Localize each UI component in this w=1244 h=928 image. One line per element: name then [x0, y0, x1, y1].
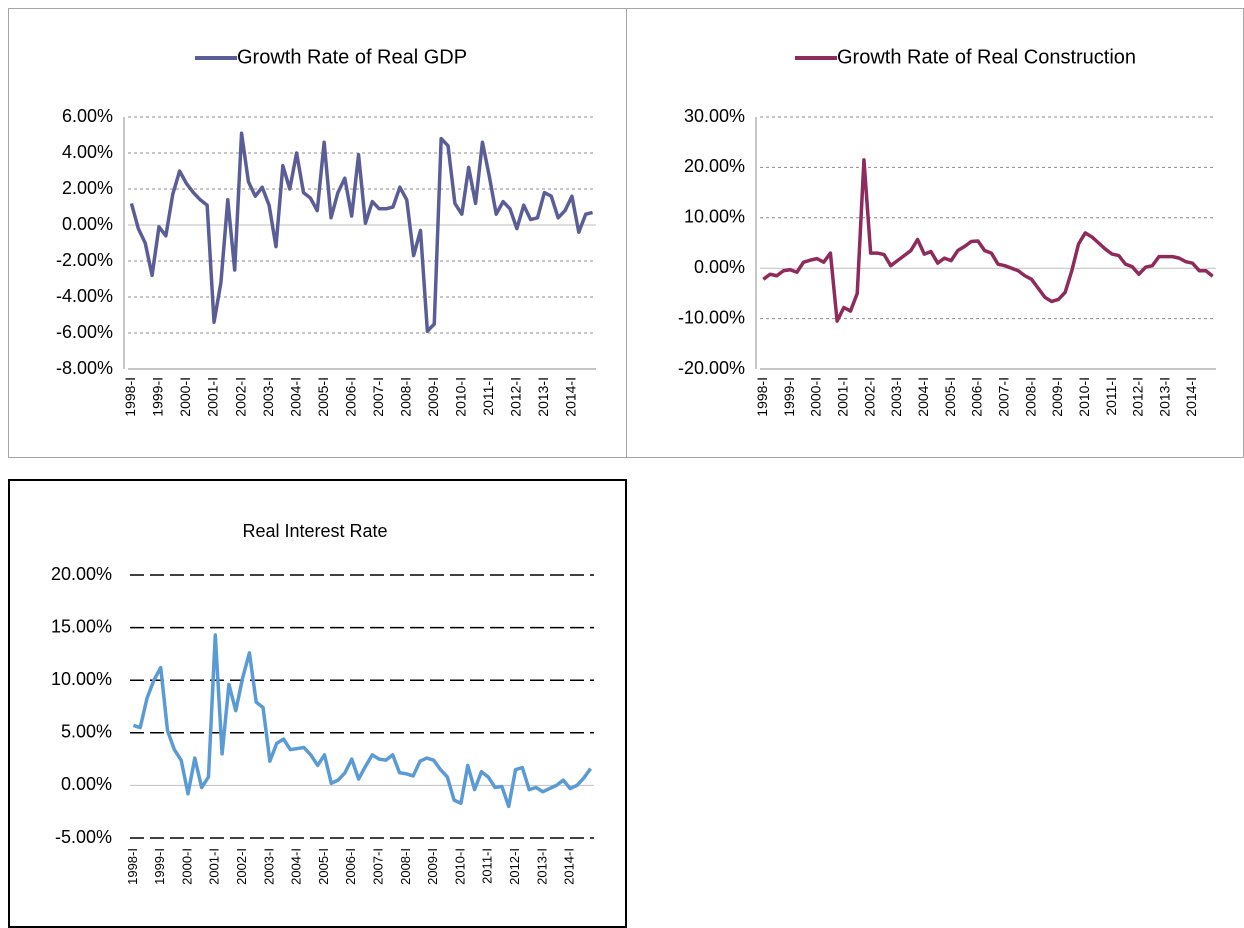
legend-label: Growth Rate of Real GDP — [237, 46, 467, 68]
series-line — [129, 131, 594, 333]
y-tick-label: 10.00% — [51, 669, 112, 689]
x-tick-label: 2002-I — [234, 848, 249, 885]
x-tick-label: 2006-I — [969, 377, 985, 417]
chart-title: Real Interest Rate — [242, 521, 387, 541]
x-tick-label: 2000-I — [177, 377, 193, 417]
x-tick-label: 2014-I — [1183, 377, 1199, 417]
y-tick-label: 2.00% — [62, 178, 113, 198]
y-tick-label: -8.00% — [56, 358, 113, 378]
x-tick-label: 2010-I — [452, 848, 467, 885]
x-tick-label: 2007-I — [370, 848, 385, 885]
x-tick-label: 1998-I — [125, 848, 140, 885]
x-tick-label: 2009-I — [425, 848, 440, 885]
x-tick-label: 1999-I — [150, 377, 166, 417]
x-tick-label: 2007-I — [370, 377, 386, 417]
x-tick-label: 1999-I — [152, 848, 167, 885]
y-tick-label: -6.00% — [56, 322, 113, 342]
x-tick-label: 2008-I — [398, 848, 413, 885]
x-tick-label: 2013-I — [535, 377, 551, 417]
y-tick-label: 6.00% — [62, 106, 113, 126]
x-tick-label: 2009-I — [425, 377, 441, 417]
y-tick-label: -20.00% — [678, 358, 745, 378]
x-tick-label: 2014-I — [563, 377, 579, 417]
series-line — [132, 633, 593, 809]
x-tick-label: 2005-I — [942, 377, 958, 417]
x-tick-label: 2012-I — [507, 848, 522, 885]
x-tick-label: 2013-I — [1156, 377, 1172, 417]
y-tick-label: -10.00% — [678, 307, 745, 327]
y-tick-label: 0.00% — [61, 774, 112, 794]
y-tick-label: -2.00% — [56, 250, 113, 270]
x-tick-label: 2001-I — [205, 377, 221, 417]
x-tick-label: 2008-I — [397, 377, 413, 417]
x-tick-label: 2006-I — [343, 848, 358, 885]
x-tick-label: 2003-I — [260, 377, 276, 417]
x-tick-label: 2005-I — [315, 377, 331, 417]
legend-label: Growth Rate of Real Construction — [837, 46, 1136, 68]
y-tick-label: 20.00% — [684, 156, 745, 176]
x-tick-label: 2011-I — [480, 848, 495, 884]
x-tick-label: 2000-I — [808, 377, 824, 417]
y-tick-label: 0.00% — [694, 257, 745, 277]
x-tick-label: 2011-I — [480, 377, 496, 416]
x-tick-label: 2002-I — [232, 377, 248, 417]
x-tick-label: 2002-I — [861, 377, 877, 417]
x-tick-label: 2012-I — [1130, 377, 1146, 417]
x-tick-label: 2000-I — [179, 848, 194, 885]
y-tick-label: 20.00% — [51, 564, 112, 584]
x-tick-label: 2014-I — [562, 848, 577, 885]
x-tick-label: 2010-I — [452, 377, 468, 417]
x-tick-label: 2011-I — [1103, 377, 1119, 416]
y-tick-label: 5.00% — [61, 722, 112, 742]
x-tick-label: 2004-I — [915, 377, 931, 417]
x-tick-label: 1998-I — [754, 377, 770, 417]
x-tick-label: 2006-I — [342, 377, 358, 417]
x-tick-label: 2008-I — [1022, 377, 1038, 417]
x-tick-label: 2001-I — [207, 848, 222, 885]
x-tick-label: 2004-I — [287, 377, 303, 417]
x-tick-label: 2003-I — [888, 377, 904, 417]
y-tick-label: 4.00% — [62, 142, 113, 162]
y-tick-label: -4.00% — [56, 286, 113, 306]
x-tick-label: 2013-I — [534, 848, 549, 885]
x-tick-label: 2009-I — [1049, 377, 1065, 417]
x-tick-label: 2010-I — [1076, 377, 1092, 417]
y-tick-label: 15.00% — [51, 616, 112, 636]
y-tick-label: 30.00% — [684, 106, 745, 126]
y-tick-label: -5.00% — [55, 827, 112, 847]
chart-border — [8, 479, 627, 928]
x-tick-label: 2012-I — [508, 377, 524, 417]
x-tick-label: 1999-I — [781, 377, 797, 417]
y-tick-label: 0.00% — [62, 214, 113, 234]
x-tick-label: 2001-I — [835, 377, 851, 417]
y-tick-label: 10.00% — [684, 207, 745, 227]
x-tick-label: 2007-I — [995, 377, 1011, 417]
x-tick-label: 2004-I — [289, 848, 304, 885]
x-tick-label: 2003-I — [261, 848, 276, 885]
series-line — [762, 158, 1214, 323]
x-tick-label: 1998-I — [122, 377, 138, 417]
x-tick-label: 2005-I — [316, 848, 331, 885]
